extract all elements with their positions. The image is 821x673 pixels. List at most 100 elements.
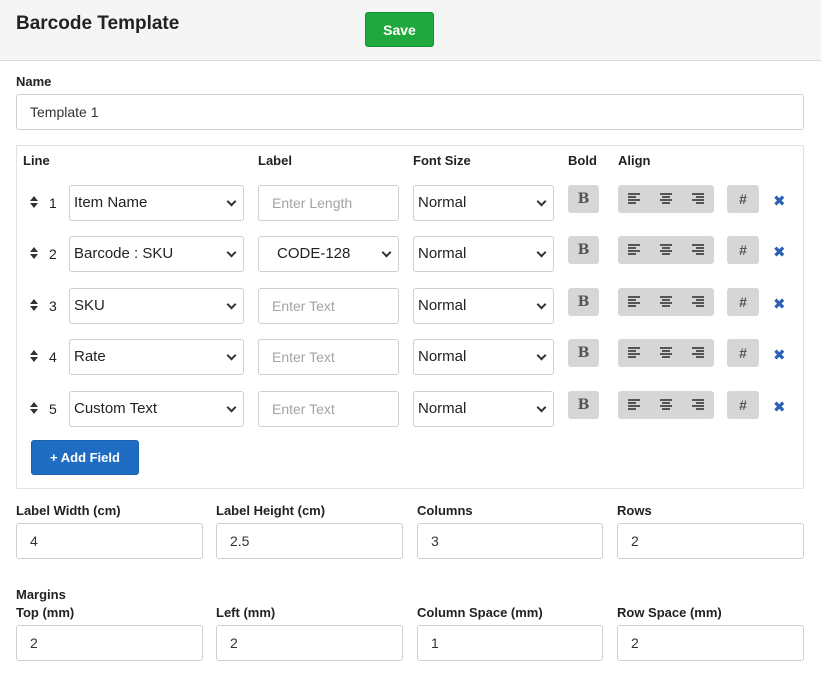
align-button-group xyxy=(618,236,714,264)
save-button[interactable]: Save xyxy=(365,12,434,47)
delete-line-icon[interactable]: ✖ xyxy=(773,193,786,210)
align-left-icon[interactable] xyxy=(628,244,640,255)
font-size-value: Normal xyxy=(418,194,467,211)
delete-line-icon[interactable]: ✖ xyxy=(773,347,786,364)
font-size-value: Normal xyxy=(418,297,467,314)
bold-toggle-button[interactable]: B xyxy=(568,288,599,316)
field-select-value: Item Name xyxy=(74,194,148,211)
bold-toggle-button[interactable]: B xyxy=(568,185,599,213)
font-size-value: Normal xyxy=(418,348,467,365)
line-row: 3 SKU Enter Text Normal B # ✖ xyxy=(17,288,803,326)
label-input[interactable]: Enter Text xyxy=(258,288,399,324)
field-select[interactable]: Barcode : SKU xyxy=(69,236,244,272)
chevron-down-icon xyxy=(536,299,547,310)
number-format-button[interactable]: # xyxy=(727,339,759,367)
column-space-input[interactable]: 1 xyxy=(417,625,603,661)
chevron-down-icon xyxy=(536,350,547,361)
label-height-input[interactable]: 2.5 xyxy=(216,523,403,559)
bold-toggle-button[interactable]: B xyxy=(568,236,599,264)
rows-label: Rows xyxy=(617,503,652,518)
label-select-value: CODE-128 xyxy=(277,245,351,262)
align-center-icon[interactable] xyxy=(660,244,672,255)
field-select[interactable]: SKU xyxy=(69,288,244,324)
margin-left-input[interactable]: 2 xyxy=(216,625,403,661)
margin-left-label: Left (mm) xyxy=(216,605,276,620)
header-bar: Barcode Template Save xyxy=(0,0,821,61)
rows-input[interactable]: 2 xyxy=(617,523,804,559)
sort-handle-icon[interactable] xyxy=(30,349,40,367)
bold-toggle-button[interactable]: B xyxy=(568,339,599,367)
align-right-icon[interactable] xyxy=(692,296,704,307)
field-select[interactable]: Rate xyxy=(69,339,244,375)
line-row: 5 Custom Text Enter Text Normal B # ✖ xyxy=(17,391,803,429)
label-width-input[interactable]: 4 xyxy=(16,523,203,559)
label-width-label: Label Width (cm) xyxy=(16,503,121,518)
align-center-icon[interactable] xyxy=(660,347,672,358)
chevron-down-icon xyxy=(226,350,237,361)
label-input[interactable]: Enter Length xyxy=(258,185,399,221)
line-number: 2 xyxy=(49,246,57,262)
col-header-label: Label xyxy=(258,153,292,168)
font-size-select[interactable]: Normal xyxy=(413,339,554,375)
label-select[interactable]: CODE-128 xyxy=(258,236,399,272)
font-size-select[interactable]: Normal xyxy=(413,185,554,221)
column-space-label: Column Space (mm) xyxy=(417,605,543,620)
label-input[interactable]: Enter Text xyxy=(258,391,399,427)
align-right-icon[interactable] xyxy=(692,399,704,410)
font-size-select[interactable]: Normal xyxy=(413,236,554,272)
chevron-down-icon xyxy=(536,196,547,207)
align-right-icon[interactable] xyxy=(692,244,704,255)
field-select[interactable]: Item Name xyxy=(69,185,244,221)
line-row: 4 Rate Enter Text Normal B # ✖ xyxy=(17,339,803,377)
align-center-icon[interactable] xyxy=(660,296,672,307)
align-left-icon[interactable] xyxy=(628,296,640,307)
number-format-button[interactable]: # xyxy=(727,288,759,316)
chevron-down-icon xyxy=(226,402,237,413)
font-size-value: Normal xyxy=(418,400,467,417)
align-center-icon[interactable] xyxy=(660,399,672,410)
font-size-select[interactable]: Normal xyxy=(413,288,554,324)
field-select-value: SKU xyxy=(74,297,105,314)
number-format-button[interactable]: # xyxy=(727,185,759,213)
bold-toggle-button[interactable]: B xyxy=(568,391,599,419)
align-right-icon[interactable] xyxy=(692,193,704,204)
align-left-icon[interactable] xyxy=(628,193,640,204)
columns-input[interactable]: 3 xyxy=(417,523,603,559)
number-format-button[interactable]: # xyxy=(727,236,759,264)
sort-handle-icon[interactable] xyxy=(30,401,40,419)
font-size-select[interactable]: Normal xyxy=(413,391,554,427)
align-button-group xyxy=(618,391,714,419)
sort-handle-icon[interactable] xyxy=(30,246,40,264)
align-center-icon[interactable] xyxy=(660,193,672,204)
label-height-label: Label Height (cm) xyxy=(216,503,326,518)
align-left-icon[interactable] xyxy=(628,399,640,410)
chevron-down-icon xyxy=(226,299,237,310)
name-input[interactable]: Template 1 xyxy=(16,94,804,130)
line-number: 4 xyxy=(49,349,57,365)
field-select-value: Custom Text xyxy=(74,400,158,417)
name-label: Name xyxy=(16,74,52,89)
add-field-button[interactable]: + Add Field xyxy=(31,440,139,475)
margin-top-input[interactable]: 2 xyxy=(16,625,203,661)
sort-handle-icon[interactable] xyxy=(30,195,40,213)
align-button-group xyxy=(618,339,714,367)
chevron-down-icon xyxy=(536,247,547,258)
sort-handle-icon[interactable] xyxy=(30,298,40,316)
field-select-value: Barcode : SKU xyxy=(74,245,174,262)
number-format-button[interactable]: # xyxy=(727,391,759,419)
margins-title: Margins xyxy=(16,587,66,602)
label-input[interactable]: Enter Text xyxy=(258,339,399,375)
row-space-input[interactable]: 2 xyxy=(617,625,804,661)
field-select[interactable]: Custom Text xyxy=(69,391,244,427)
align-right-icon[interactable] xyxy=(692,347,704,358)
line-number: 5 xyxy=(49,401,57,417)
delete-line-icon[interactable]: ✖ xyxy=(773,296,786,313)
delete-line-icon[interactable]: ✖ xyxy=(773,244,786,261)
page-title: Barcode Template xyxy=(16,13,180,34)
align-left-icon[interactable] xyxy=(628,347,640,358)
row-space-label: Row Space (mm) xyxy=(617,605,722,620)
delete-line-icon[interactable]: ✖ xyxy=(773,399,786,416)
col-header-align: Align xyxy=(618,153,651,168)
col-header-line: Line xyxy=(23,153,50,168)
chevron-down-icon xyxy=(226,196,237,207)
